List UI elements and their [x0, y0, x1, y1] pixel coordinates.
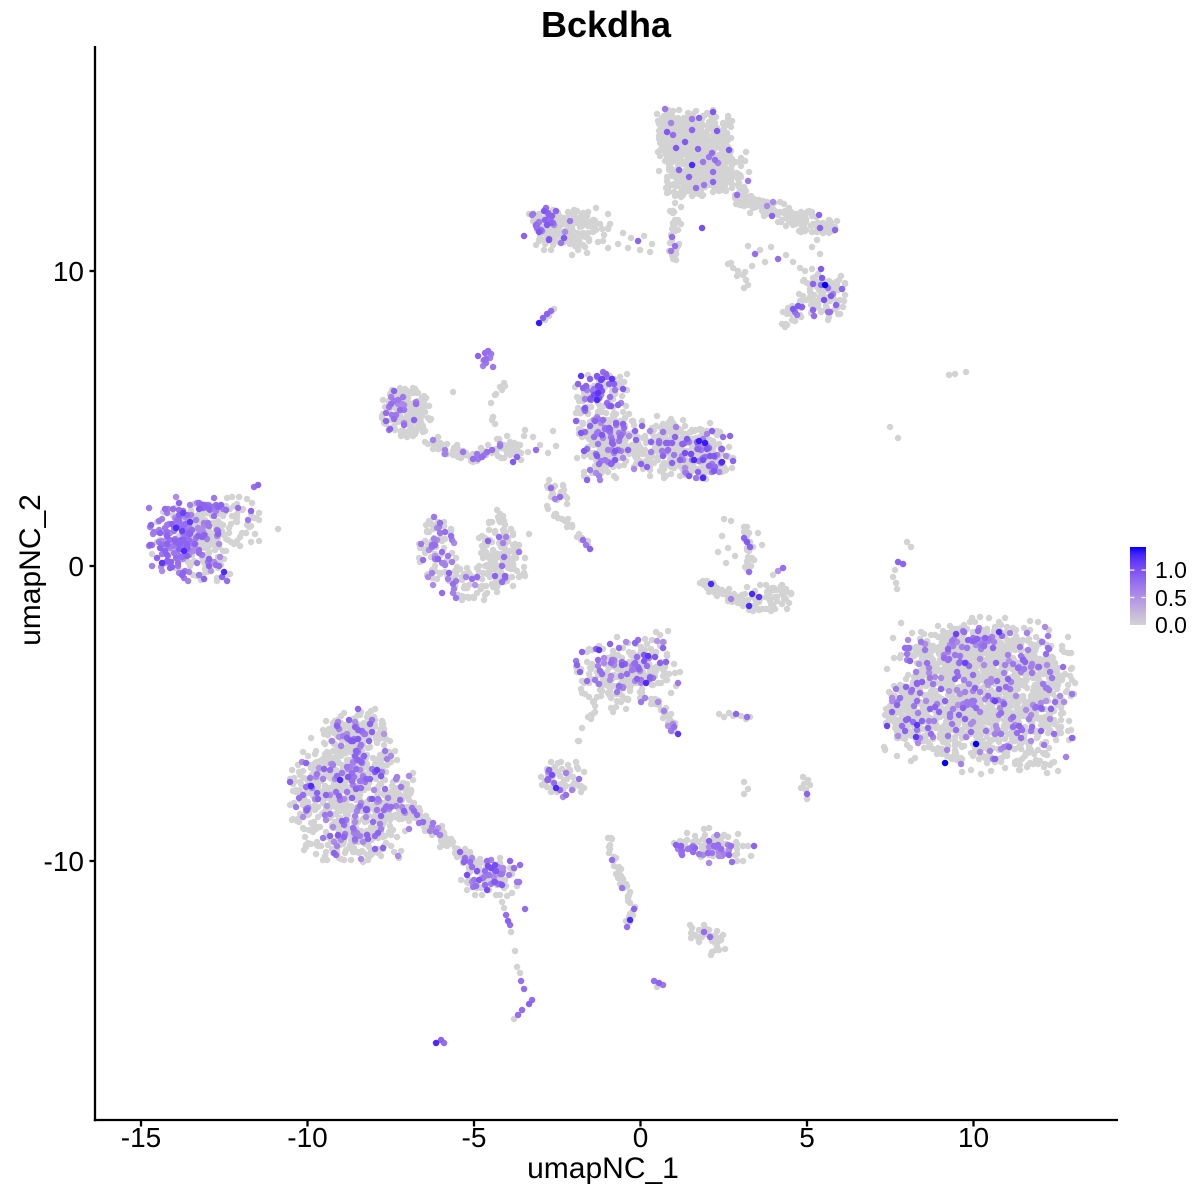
svg-text:10: 10	[958, 1122, 989, 1153]
svg-text:5: 5	[799, 1122, 815, 1153]
svg-text:1.0: 1.0	[1155, 557, 1187, 583]
svg-text:-15: -15	[121, 1122, 161, 1153]
svg-text:0: 0	[68, 551, 84, 582]
svg-text:10: 10	[53, 256, 84, 287]
svg-text:0.5: 0.5	[1155, 585, 1187, 611]
svg-text:0.0: 0.0	[1155, 612, 1187, 638]
svg-text:0: 0	[633, 1122, 649, 1153]
svg-text:Bckdha: Bckdha	[541, 4, 672, 45]
svg-text:umapNC_1: umapNC_1	[527, 1152, 679, 1185]
svg-text:umapNC_2: umapNC_2	[14, 494, 47, 646]
svg-text:-10: -10	[287, 1122, 327, 1153]
svg-text:-5: -5	[462, 1122, 487, 1153]
svg-text:-10: -10	[44, 846, 84, 877]
